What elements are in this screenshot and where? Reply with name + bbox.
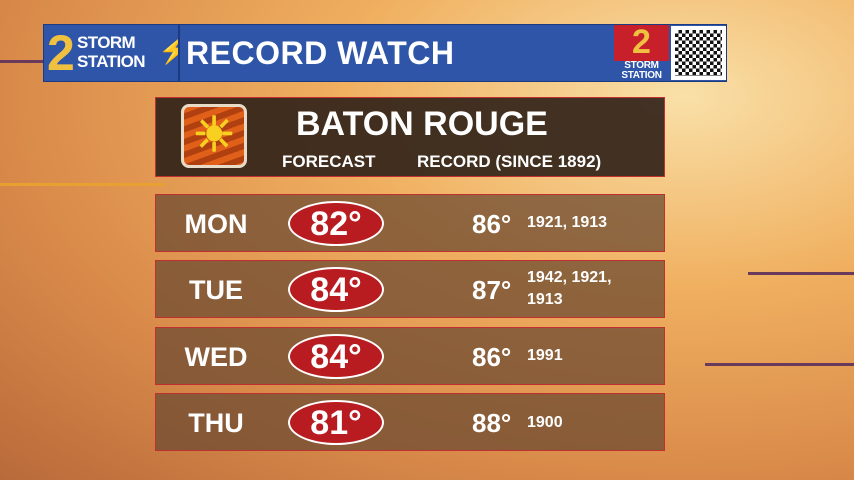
- forecast-temp: 84°: [288, 334, 384, 379]
- title-panel: ☀ BATON ROUGE FORECAST RECORD (SINCE 189…: [155, 97, 665, 177]
- storm-station-logo: 2 STORM STATION ⚡: [44, 25, 180, 81]
- record-years: 1942, 1921, 1913: [527, 269, 612, 308]
- lightning-icon: ⚡: [158, 35, 178, 65]
- logo-line1: STORM: [77, 33, 136, 52]
- record-temp: 86°: [472, 209, 512, 239]
- header-bar: 2 STORM STATION ⚡ RECORD WATCH 2 STORM S…: [43, 24, 727, 82]
- hot-sun-icon: ☀: [181, 104, 247, 168]
- forecast-temp: 84°: [288, 267, 384, 312]
- page-title: RECORD WATCH: [186, 35, 455, 71]
- corner-logo-number: 2: [632, 25, 651, 61]
- record-header: RECORD (SINCE 1892): [417, 152, 602, 171]
- corner-logo: 2 STORM STATION: [614, 25, 669, 81]
- decorative-line: [0, 183, 165, 186]
- logo-number: 2: [47, 25, 75, 81]
- record-years: 1921, 1913: [527, 214, 608, 231]
- day-label: MON: [184, 209, 248, 239]
- record-temp: 88°: [472, 408, 512, 438]
- table-row: MON 82° 86° 1921, 1913: [155, 194, 665, 252]
- city-name: BATON ROUGE: [296, 105, 548, 143]
- decorative-line: [748, 272, 854, 275]
- corner-logo-line1: STORM: [614, 61, 669, 71]
- logo-line2: STATION: [77, 52, 145, 71]
- table-row: THU 81° 88° 1900: [155, 393, 665, 451]
- record-years: 1900: [527, 414, 563, 431]
- day-label: WED: [184, 342, 248, 372]
- table-row: WED 84° 86° 1991: [155, 327, 665, 385]
- record-years: 1991: [527, 347, 563, 364]
- decorative-line: [0, 60, 43, 63]
- table-row: TUE 84° 87° 1942, 1921, 1913: [155, 260, 665, 318]
- forecast-header: FORECAST: [282, 152, 376, 171]
- corner-logo-line2: STATION: [614, 71, 669, 81]
- forecast-temp: 82°: [288, 201, 384, 246]
- qr-code[interactable]: [671, 26, 726, 80]
- decorative-line: [705, 363, 854, 366]
- record-temp: 86°: [472, 342, 512, 372]
- record-temp: 87°: [472, 275, 512, 305]
- day-label: TUE: [189, 275, 243, 305]
- forecast-temp: 81°: [288, 400, 384, 445]
- day-label: THU: [188, 408, 244, 438]
